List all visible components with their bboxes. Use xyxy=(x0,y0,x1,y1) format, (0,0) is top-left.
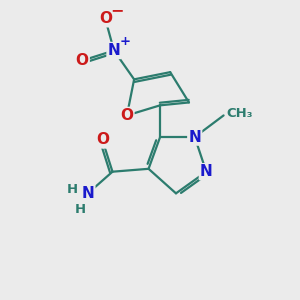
Text: CH₃: CH₃ xyxy=(226,106,253,120)
Text: O: O xyxy=(99,11,112,26)
Text: N: N xyxy=(200,164,213,179)
Text: H: H xyxy=(67,182,78,196)
Text: N: N xyxy=(108,43,120,58)
Text: +: + xyxy=(119,35,130,48)
Text: O: O xyxy=(96,133,109,148)
Text: O: O xyxy=(120,108,134,123)
Text: N: N xyxy=(188,130,201,145)
Text: H: H xyxy=(75,203,86,216)
Text: O: O xyxy=(76,53,89,68)
Text: N: N xyxy=(82,186,94,201)
Text: −: − xyxy=(111,3,124,18)
